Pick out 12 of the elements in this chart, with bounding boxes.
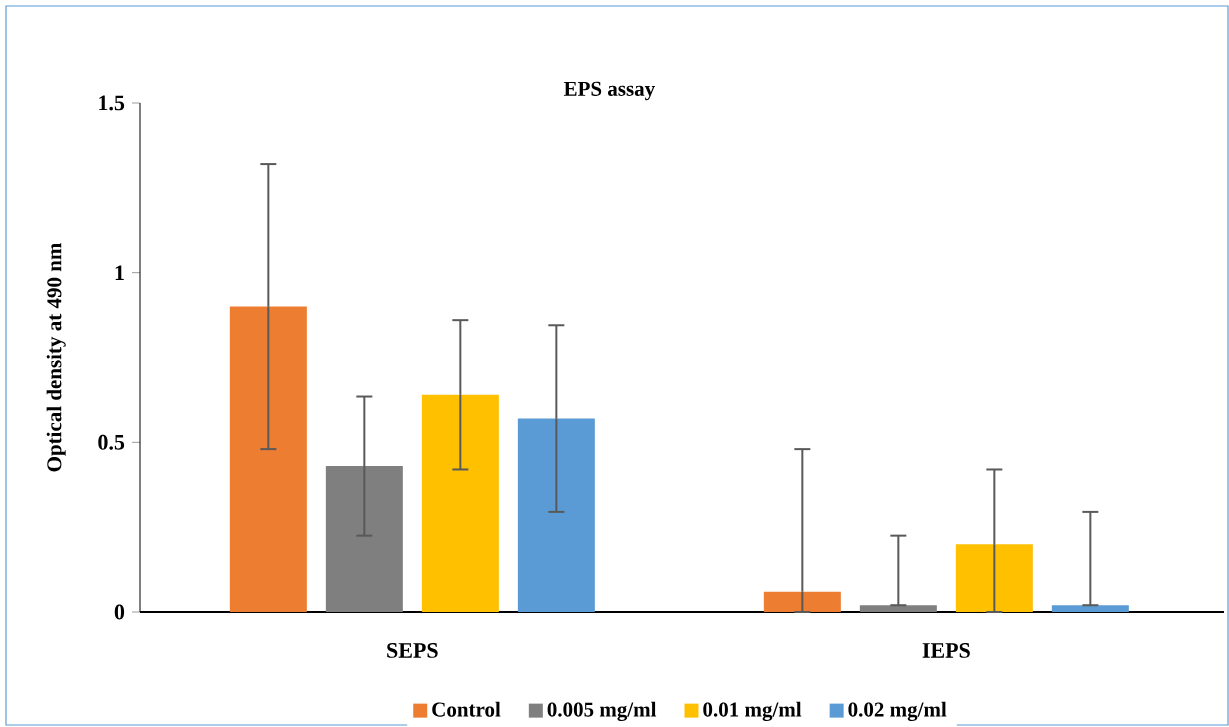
chart-title: EPS assay	[563, 81, 655, 101]
legend-label: 0.02 mg/ml	[848, 701, 947, 722]
y-tick-label: 1	[115, 265, 124, 280]
legend-label: 0.01 mg/ml	[703, 701, 802, 722]
x-tick-label: IEPS	[922, 643, 970, 658]
legend-label: Control	[432, 701, 501, 717]
x-tick-label: SEPS	[387, 643, 438, 658]
y-tick-label: 0	[114, 604, 125, 620]
y-tick-label: 1.5	[99, 95, 125, 111]
y-axis-title: Optical density at 490 nm	[46, 242, 66, 472]
y-tick-label: 0.5	[98, 434, 125, 450]
legend-label: 0.005 mg/ml	[547, 701, 657, 722]
